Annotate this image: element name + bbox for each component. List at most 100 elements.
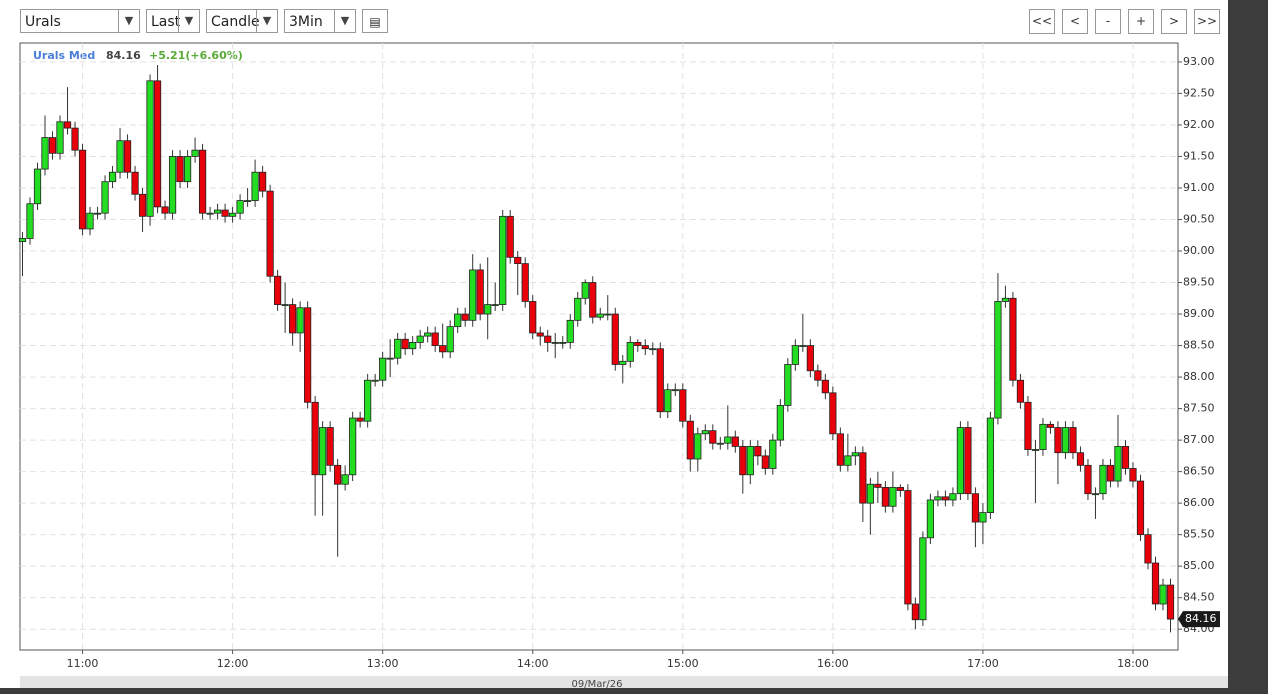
candle-body: [926, 499, 934, 539]
candle-body: [874, 483, 882, 488]
interval-select[interactable]: 3Min ▼: [284, 9, 356, 33]
candle-body: [356, 417, 364, 422]
candle-body: [446, 326, 454, 353]
candle-body: [221, 209, 229, 217]
candle-body: [213, 209, 222, 214]
candle-body: [454, 313, 462, 328]
candle-body: [589, 282, 597, 318]
x-tick-label: 18:00: [1117, 657, 1149, 670]
candle-body: [821, 379, 829, 394]
candle-body: [949, 493, 957, 501]
candle-body: [386, 357, 394, 360]
candle-body: [416, 335, 424, 343]
candle-body: [311, 401, 319, 476]
candle-body: [551, 342, 559, 344]
x-tick-label: 15:00: [667, 657, 699, 670]
candle-body: [228, 212, 237, 217]
candle-body: [364, 379, 372, 422]
candle-body: [641, 345, 649, 350]
grid: [20, 43, 1178, 650]
candle-body: [829, 392, 837, 435]
symbol-select[interactable]: Urals ▼: [20, 9, 140, 33]
y-tick-label: 87.00: [1183, 433, 1215, 446]
candle-body: [904, 490, 912, 605]
plot-frame: [19, 42, 1179, 651]
candle-body: [259, 171, 267, 192]
candle-body: [1076, 452, 1085, 466]
candle-body: [536, 332, 544, 337]
nav-button[interactable]: >>: [1194, 9, 1220, 34]
candle-body: [1039, 423, 1047, 450]
candle-body: [769, 439, 777, 469]
legend-last: 84.16: [106, 49, 141, 62]
candle-body: [424, 332, 432, 337]
y-tick-label: 89.00: [1183, 307, 1215, 320]
candle-body: [93, 212, 102, 215]
nav-button[interactable]: >: [1161, 9, 1187, 34]
candle-body: [709, 430, 717, 444]
x-tick-label: 12:00: [217, 657, 249, 670]
candle-body: [1151, 562, 1160, 605]
candle-body: [776, 405, 784, 441]
candle-body: [63, 121, 72, 129]
candle-body: [566, 319, 574, 343]
candle-body: [41, 137, 49, 170]
candle-body: [1009, 297, 1017, 381]
candle-body: [349, 417, 357, 476]
candle-body: [724, 436, 732, 444]
candle-body: [289, 304, 297, 334]
candle-body: [889, 486, 897, 507]
candle-body: [506, 215, 514, 258]
nav-button[interactable]: +: [1128, 9, 1154, 34]
candle-body: [274, 275, 282, 305]
candle-body: [559, 342, 567, 344]
nav-button[interactable]: <<: [1029, 9, 1055, 34]
style-select[interactable]: Candle ▼: [206, 9, 278, 33]
candle-body: [971, 493, 980, 523]
candle-body: [296, 307, 304, 334]
candle-body: [1031, 449, 1040, 451]
field-select[interactable]: Last ▼: [146, 9, 200, 33]
candle-body: [198, 149, 207, 214]
y-tick-label: 86.50: [1183, 465, 1215, 478]
candle-body: [694, 433, 702, 460]
candle-body: [439, 345, 447, 353]
y-tick-label: 84.50: [1183, 591, 1215, 604]
nav-button[interactable]: <: [1062, 9, 1088, 34]
candle-body: [409, 342, 417, 350]
candle-body: [251, 171, 259, 201]
candle-body: [191, 149, 199, 157]
candle-body: [836, 433, 844, 466]
candle-body: [941, 496, 949, 501]
candle-body: [138, 193, 147, 217]
candle-body: [979, 512, 987, 523]
candle-body: [1114, 446, 1122, 482]
nav-button[interactable]: -: [1095, 9, 1121, 34]
dropdown-arrow: ▼: [334, 10, 355, 32]
x-tick-label: 14:00: [517, 657, 549, 670]
candle-body: [266, 190, 274, 277]
candle-body: [1159, 584, 1167, 605]
chart: Urals Med 84.16 +5.21(+6.60%) 09/Mar/26 …: [18, 42, 1220, 688]
candle-body: [731, 436, 739, 447]
candle-body: [1136, 480, 1145, 536]
candle-body: [176, 156, 184, 183]
candle-body: [716, 442, 724, 445]
candle-body: [619, 360, 627, 365]
bottom-strip: [0, 688, 1268, 694]
candle-body: [739, 446, 747, 476]
candle-body: [746, 446, 754, 476]
candle-body: [784, 364, 792, 406]
table-button[interactable]: ▤: [362, 9, 388, 33]
x-tick-label: 16:00: [817, 657, 849, 670]
candle-body: [71, 127, 79, 151]
candle-body: [679, 389, 687, 422]
legend-name: Urals Med: [33, 49, 95, 62]
candle-body: [754, 446, 762, 457]
interval-text: 3Min: [289, 14, 323, 30]
candle-body: [431, 332, 439, 346]
candle-body: [814, 370, 822, 381]
candle-body: [656, 348, 664, 413]
candle-body: [701, 430, 709, 435]
candle-body: [881, 486, 889, 507]
